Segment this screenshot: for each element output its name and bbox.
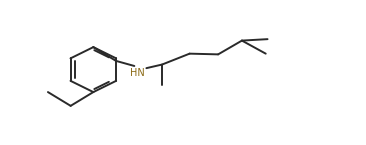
Text: HN: HN <box>130 68 145 77</box>
